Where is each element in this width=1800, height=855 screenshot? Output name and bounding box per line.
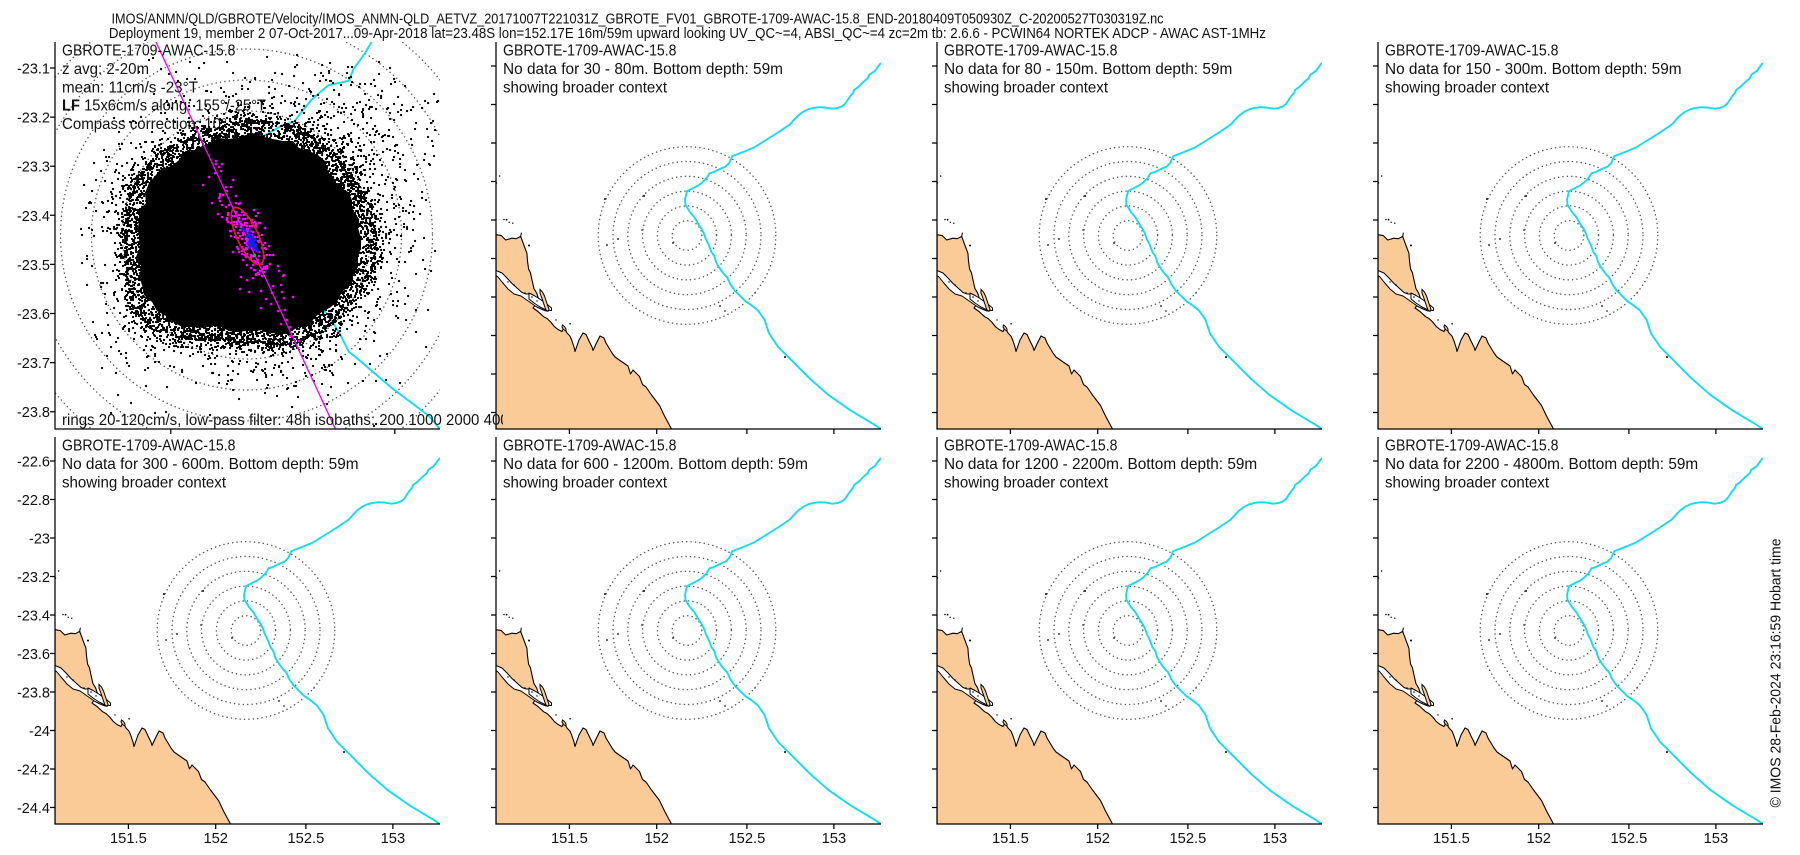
svg-text:152: 152	[644, 831, 669, 847]
svg-text:151.5: 151.5	[110, 831, 147, 847]
svg-text:151.5: 151.5	[1433, 831, 1470, 847]
svg-text:Compass correction: 10°: Compass correction: 10°	[62, 116, 227, 133]
svg-text:No data for 80 - 150m. Bottom: No data for 80 - 150m. Bottom depth: 59m	[944, 61, 1232, 78]
svg-text:GBROTE-1709-AWAC-15.8: GBROTE-1709-AWAC-15.8	[62, 43, 236, 60]
svg-text:152.5: 152.5	[1611, 831, 1648, 847]
svg-text:showing broader context: showing broader context	[62, 474, 227, 491]
svg-text:152.5: 152.5	[288, 831, 325, 847]
svg-text:showing broader context: showing broader context	[944, 474, 1109, 491]
svg-text:-24.2: -24.2	[17, 763, 50, 779]
svg-text:151.5: 151.5	[551, 831, 588, 847]
svg-text:-23.6: -23.6	[17, 647, 50, 663]
svg-text:No data for 150 - 300m. Bottom: No data for 150 - 300m. Bottom depth: 59…	[1385, 61, 1682, 78]
svg-text:-23.2: -23.2	[17, 111, 50, 127]
svg-text:GBROTE-1709-AWAC-15.8: GBROTE-1709-AWAC-15.8	[1385, 438, 1559, 455]
svg-text:-22.6: -22.6	[17, 455, 50, 471]
svg-text:-23: -23	[29, 532, 50, 548]
svg-text:No data for 600 - 1200m. Botto: No data for 600 - 1200m. Bottom depth: 5…	[503, 456, 808, 473]
svg-text:152.5: 152.5	[729, 831, 766, 847]
svg-text:151.5: 151.5	[992, 831, 1029, 847]
svg-text:-23.7: -23.7	[17, 356, 50, 372]
svg-text:153: 153	[822, 831, 847, 847]
svg-text:-23.2: -23.2	[17, 570, 50, 586]
svg-text:Deployment 19, member 2 07-Oct: Deployment 19, member 2 07-Oct-2017...09…	[109, 26, 1266, 42]
svg-text:-24.4: -24.4	[17, 801, 50, 817]
svg-text:152: 152	[1085, 831, 1110, 847]
svg-text:153: 153	[381, 831, 406, 847]
svg-text:No data for 2200 - 4800m. Bott: No data for 2200 - 4800m. Bottom depth: …	[1385, 456, 1698, 473]
svg-text:-23.6: -23.6	[17, 307, 50, 323]
svg-text:IMOS/ANMN/QLD/GBROTE/Velocity/: IMOS/ANMN/QLD/GBROTE/Velocity/IMOS_ANMN-…	[112, 11, 1164, 27]
svg-text:GBROTE-1709-AWAC-15.8: GBROTE-1709-AWAC-15.8	[503, 43, 677, 60]
svg-text:152.5: 152.5	[1170, 831, 1207, 847]
svg-text:-23.4: -23.4	[17, 209, 50, 225]
svg-text:showing broader context: showing broader context	[503, 79, 668, 96]
svg-text:GBROTE-1709-AWAC-15.8: GBROTE-1709-AWAC-15.8	[944, 438, 1118, 455]
svg-text:-23.4: -23.4	[17, 609, 50, 625]
svg-text:GBROTE-1709-AWAC-15.8: GBROTE-1709-AWAC-15.8	[944, 43, 1118, 60]
svg-text:-23.5: -23.5	[17, 258, 50, 274]
svg-text:showing broader context: showing broader context	[1385, 474, 1550, 491]
svg-text:GBROTE-1709-AWAC-15.8: GBROTE-1709-AWAC-15.8	[62, 438, 236, 455]
svg-text:z avg: 2-20m: z avg: 2-20m	[62, 61, 149, 78]
svg-text:152: 152	[1526, 831, 1551, 847]
svg-text:GBROTE-1709-AWAC-15.8: GBROTE-1709-AWAC-15.8	[503, 438, 677, 455]
svg-text:No data for 1200 - 2200m. Bott: No data for 1200 - 2200m. Bottom depth: …	[944, 456, 1257, 473]
svg-text:mean: 11cm/s -23°T: mean: 11cm/s -23°T	[62, 79, 198, 96]
svg-text:-24: -24	[29, 724, 50, 740]
svg-text:rings 20-120cm/s, low-pass fil: rings 20-120cm/s, low-pass filter: 48h i…	[62, 412, 517, 429]
svg-text:© IMOS 28-Feb-2024 23:16:59 Ho: © IMOS 28-Feb-2024 23:16:59 Hobart time	[1768, 539, 1785, 808]
svg-text:-23.8: -23.8	[17, 405, 50, 421]
svg-text:GBROTE-1709-AWAC-15.8: GBROTE-1709-AWAC-15.8	[1385, 43, 1559, 60]
svg-text:152: 152	[203, 831, 228, 847]
svg-text:153: 153	[1263, 831, 1288, 847]
svg-text:153: 153	[1704, 831, 1729, 847]
svg-text:LF 15x6cm/s along: 155°/-25°T: LF 15x6cm/s along: 155°/-25°T	[62, 98, 266, 115]
svg-text:No data for 30 - 80m. Bottom d: No data for 30 - 80m. Bottom depth: 59m	[503, 61, 783, 78]
svg-text:No data for 300 - 600m. Bottom: No data for 300 - 600m. Bottom depth: 59…	[62, 456, 359, 473]
svg-text:-23.1: -23.1	[17, 62, 50, 78]
svg-text:showing broader context: showing broader context	[1385, 79, 1550, 96]
svg-text:-23.3: -23.3	[17, 160, 50, 176]
svg-text:-23.8: -23.8	[17, 686, 50, 702]
svg-text:showing broader context: showing broader context	[503, 474, 668, 491]
svg-text:-22.8: -22.8	[17, 493, 50, 509]
svg-text:showing broader context: showing broader context	[944, 79, 1109, 96]
